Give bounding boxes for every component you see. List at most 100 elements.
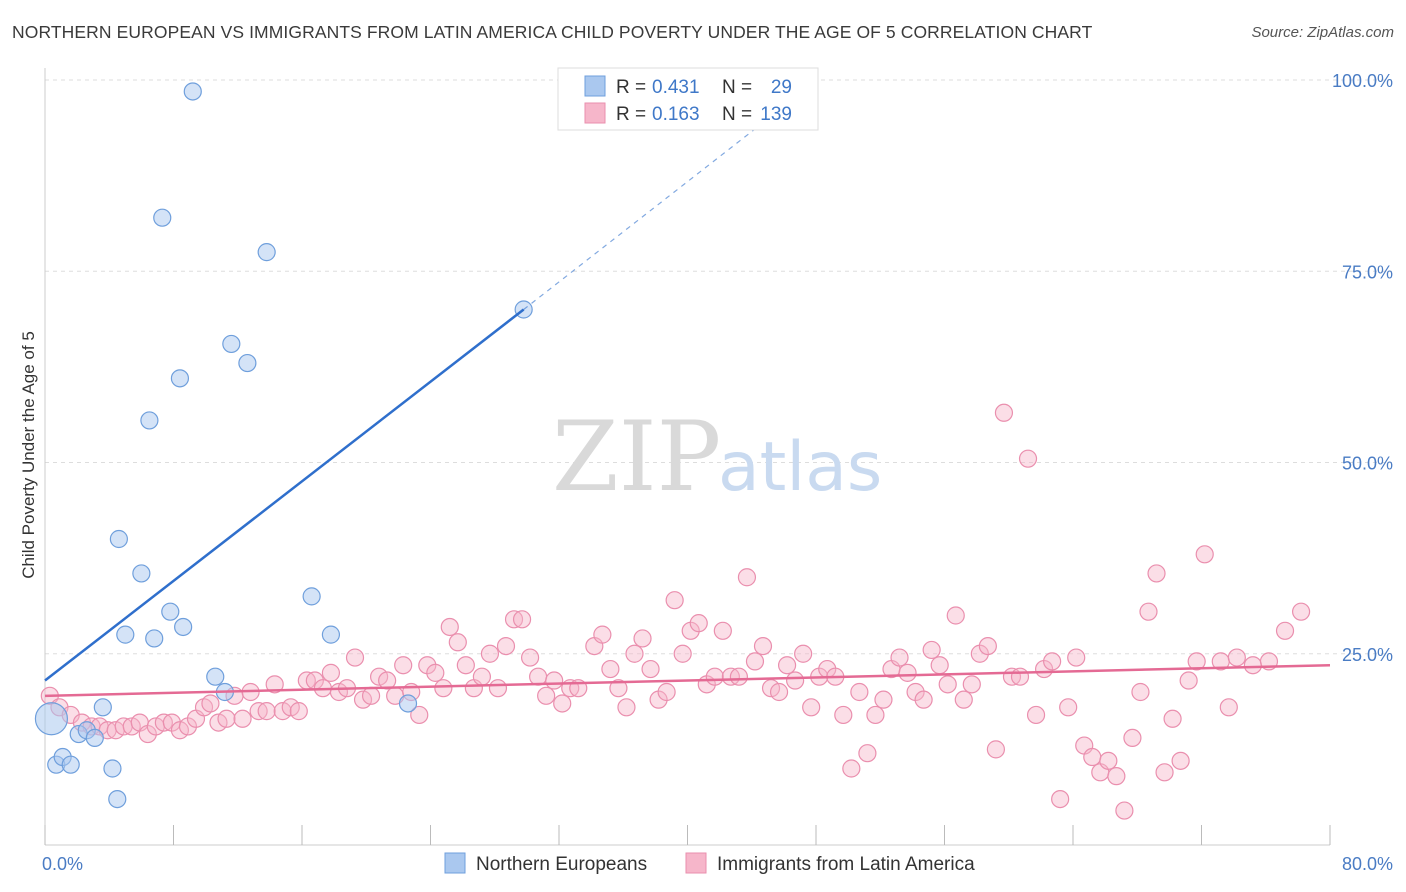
pink-point-131	[1107, 767, 1126, 786]
pink-point-90	[777, 656, 797, 675]
pink-point-120	[1018, 449, 1038, 468]
pink-point-69	[609, 679, 628, 698]
pink-point-85	[737, 568, 757, 587]
pink-point-97	[834, 705, 853, 725]
pink-point-70	[617, 698, 636, 717]
y-tick-labels: 25.0% 50.0% 75.0% 100.0%	[1332, 71, 1393, 665]
legend-box: R = 0.431 N = 29 R = 0.163 N = 139	[557, 67, 819, 131]
legend-r-value-2: 0.163	[652, 104, 700, 125]
bottom-legend-swatch-blue	[444, 852, 466, 874]
pink-point-27	[265, 675, 284, 694]
pink-point-26	[257, 702, 276, 721]
pink-point-125	[1059, 698, 1078, 717]
y-tick-label-100: 100.0%	[1332, 71, 1393, 91]
pink-point-55	[488, 679, 508, 698]
pink-point-102	[874, 690, 893, 709]
pink-point-99	[850, 682, 869, 702]
pink-point-142	[1195, 545, 1214, 564]
pink-point-98	[842, 759, 861, 778]
pink-point-105	[898, 663, 917, 682]
pink-point-63	[553, 694, 572, 713]
blue-point-0	[34, 702, 69, 736]
pink-point-123	[1043, 652, 1062, 671]
x-tick-label-min: 0.0%	[42, 854, 83, 874]
pink-point-109	[930, 656, 949, 675]
pink-point-56	[496, 636, 516, 656]
pink-point-113	[962, 675, 981, 694]
pink-point-67	[593, 625, 612, 644]
pink-point-133	[1123, 728, 1142, 748]
pink-point-61	[537, 686, 556, 705]
blue-point-25	[302, 587, 321, 606]
y-axis-label: Child Poverty Under the Age of 5	[19, 331, 38, 579]
pink-point-92	[794, 644, 813, 663]
blue-point-19	[183, 82, 202, 101]
y-tick-label-75: 75.0%	[1342, 262, 1393, 282]
pink-point-60	[529, 667, 548, 686]
pink-points	[40, 403, 1311, 820]
blue-points	[34, 82, 533, 809]
pink-point-93	[802, 698, 821, 717]
pink-point-139	[1171, 751, 1190, 770]
pink-point-148	[1275, 621, 1295, 640]
pink-trend-line	[44, 663, 1331, 698]
blue-point-6	[85, 728, 104, 748]
blue-point-22	[222, 334, 241, 354]
pink-point-79	[689, 614, 708, 633]
pink-point-135	[1139, 602, 1158, 621]
pink-point-101	[866, 705, 885, 725]
pink-point-108	[922, 640, 941, 660]
pink-point-132	[1115, 801, 1134, 820]
bottom-legend-swatch-pink	[685, 852, 707, 874]
blue-point-27	[398, 694, 418, 713]
pink-point-111	[946, 606, 965, 625]
pink-point-73	[641, 659, 660, 679]
blue-point-20	[206, 667, 225, 686]
legend-r-label-2: R =	[616, 104, 646, 125]
watermark-zip: ZIP	[552, 401, 721, 513]
axes	[44, 68, 1331, 846]
blue-trend-line	[44, 308, 525, 682]
pink-point-128	[1083, 747, 1102, 767]
pink-point-45	[410, 705, 429, 725]
pink-point-100	[858, 744, 877, 763]
blue-point-23	[238, 353, 257, 373]
legend-n-label-2: N =	[722, 104, 752, 125]
pink-point-91	[786, 671, 805, 690]
pink-point-50	[448, 633, 467, 652]
y-tick-label-50: 50.0%	[1342, 454, 1393, 474]
blue-point-7	[93, 698, 112, 717]
pink-point-130	[1099, 751, 1118, 770]
chart-title: NORTHERN EUROPEAN VS IMMIGRANTS FROM LAT…	[12, 22, 1093, 42]
pink-point-84	[729, 667, 749, 686]
legend-n-label-1: N =	[722, 77, 752, 98]
blue-point-15	[153, 208, 172, 227]
pink-point-68	[601, 659, 620, 679]
legend-swatch-pink	[584, 102, 606, 124]
pink-point-137	[1155, 763, 1174, 782]
pink-point-117	[994, 403, 1014, 422]
pink-point-21	[217, 709, 236, 728]
pink-point-76	[665, 591, 684, 610]
pink-point-19	[201, 694, 220, 713]
pink-point-58	[512, 610, 532, 629]
pink-point-77	[673, 644, 692, 663]
pink-point-149	[1291, 602, 1311, 621]
blue-point-11	[116, 625, 135, 644]
blue-point-14	[145, 629, 164, 648]
pink-point-48	[434, 679, 453, 698]
blue-point-9	[108, 789, 127, 809]
pink-point-49	[440, 617, 459, 637]
x-tick-label-max: 80.0%	[1342, 854, 1393, 874]
pink-point-59	[520, 648, 540, 667]
pink-point-124	[1051, 789, 1070, 809]
pink-point-41	[378, 671, 397, 690]
blue-point-26	[321, 625, 341, 644]
pink-point-37	[345, 648, 365, 667]
blue-point-24	[257, 243, 276, 262]
pink-point-89	[769, 682, 789, 702]
grid-lines	[45, 79, 1392, 655]
pink-point-134	[1131, 682, 1150, 702]
pink-point-86	[745, 652, 765, 671]
pink-point-110	[938, 675, 957, 694]
